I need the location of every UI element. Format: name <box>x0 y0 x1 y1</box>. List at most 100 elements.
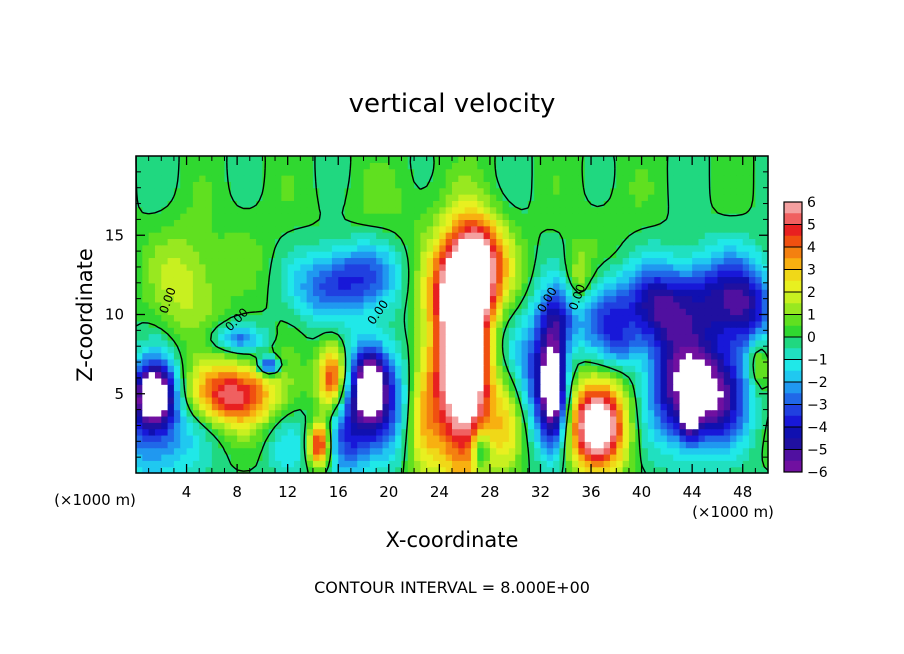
field-cell <box>205 181 213 189</box>
field-cell <box>749 289 756 297</box>
field-cell <box>597 434 605 442</box>
field-cell <box>407 238 415 246</box>
field-cell <box>268 371 276 379</box>
field-cell <box>742 447 750 455</box>
field-cell <box>723 415 731 423</box>
field-cell <box>508 263 516 271</box>
field-cell <box>287 441 295 449</box>
field-cell <box>142 358 150 366</box>
field-cell <box>540 460 548 468</box>
field-cell <box>445 358 453 366</box>
field-cell <box>230 447 238 455</box>
field-cell <box>205 327 213 335</box>
field-cell <box>420 314 428 322</box>
field-cell <box>382 175 390 182</box>
field-cell <box>433 371 440 379</box>
field-cell <box>698 352 706 360</box>
field-cell <box>218 327 226 335</box>
field-cell <box>331 441 339 449</box>
field-cell <box>723 447 731 455</box>
field-cell <box>483 156 491 163</box>
field-cell <box>641 244 649 252</box>
field-cell <box>452 339 459 347</box>
field-cell <box>628 346 636 354</box>
field-cell <box>173 270 181 278</box>
field-cell <box>148 422 156 430</box>
field-cell <box>470 403 478 411</box>
field-cell <box>382 295 390 303</box>
field-cell <box>199 415 207 423</box>
field-cell <box>553 396 561 404</box>
field-cell <box>742 194 750 201</box>
field-cell <box>256 276 263 284</box>
field-cell <box>730 181 737 189</box>
field-cell <box>477 289 485 297</box>
field-cell <box>414 320 421 328</box>
field-cell <box>180 327 188 335</box>
field-cell <box>660 194 668 201</box>
field-cell <box>755 358 763 366</box>
field-cell <box>565 251 573 259</box>
field-cell <box>578 346 586 354</box>
field-cell <box>711 320 719 328</box>
field-cell <box>325 428 333 436</box>
field-cell <box>660 333 668 341</box>
field-cell <box>673 219 681 227</box>
field-cell <box>572 466 579 474</box>
field-cell <box>161 453 169 461</box>
field-cell <box>300 447 308 455</box>
field-cell <box>180 295 188 303</box>
field-cell <box>300 219 308 227</box>
field-cell <box>382 244 390 252</box>
field-cell <box>603 219 611 227</box>
field-cell <box>167 447 175 455</box>
field-cell <box>654 194 662 201</box>
field-cell <box>376 377 384 385</box>
field-cell <box>369 422 377 430</box>
field-cell <box>344 396 352 404</box>
field-cell <box>603 251 611 259</box>
field-cell <box>426 194 434 201</box>
field-cell <box>167 295 175 303</box>
field-cell <box>338 213 346 220</box>
field-cell <box>249 453 257 461</box>
field-cell <box>357 441 365 449</box>
field-cell <box>591 156 598 163</box>
field-cell <box>711 409 719 417</box>
field-cell <box>344 460 352 468</box>
field-cell <box>723 390 731 398</box>
field-cell <box>426 232 434 240</box>
field-cell <box>477 213 485 220</box>
field-cell <box>281 371 289 379</box>
field-cell <box>565 206 573 214</box>
field-cell <box>249 434 257 442</box>
field-cell <box>597 168 605 176</box>
field-cell <box>344 232 352 240</box>
field-cell <box>306 377 314 385</box>
field-cell <box>736 251 744 259</box>
field-cell <box>256 213 263 220</box>
field-cell <box>338 415 346 423</box>
field-cell <box>376 162 384 170</box>
field-cell <box>306 365 314 373</box>
field-cell <box>136 213 143 220</box>
field-cell <box>262 428 270 436</box>
field-cell <box>508 428 516 436</box>
field-cell <box>167 238 175 246</box>
field-cell <box>717 453 725 461</box>
field-cell <box>306 396 314 404</box>
field-cell <box>426 352 434 360</box>
field-cell <box>540 409 548 417</box>
field-cell <box>540 156 548 163</box>
field-cell <box>445 263 453 271</box>
field-cell <box>546 403 554 411</box>
field-cell <box>489 276 497 284</box>
field-cell <box>489 156 497 163</box>
field-cell <box>395 384 403 392</box>
field-cell <box>458 371 466 379</box>
field-cell <box>755 263 763 271</box>
field-cell <box>654 409 662 417</box>
field-cell <box>515 276 523 284</box>
field-cell <box>426 346 434 354</box>
field-cell <box>679 175 687 182</box>
